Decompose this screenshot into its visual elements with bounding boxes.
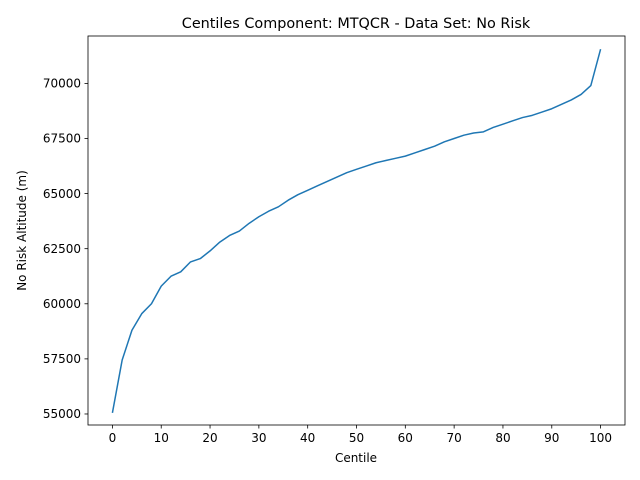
x-tick-label: 10	[154, 431, 169, 445]
x-tick-label: 50	[349, 431, 364, 445]
series-layer	[111, 49, 602, 414]
series-line	[111, 49, 602, 414]
x-tick-label: 30	[251, 431, 266, 445]
x-axis: 0 10 20 30 40 50 60 70 80 90 100	[109, 425, 612, 445]
x-tick-label: 40	[300, 431, 315, 445]
y-tick-label: 57500	[43, 352, 81, 366]
y-tick-label: 60000	[43, 297, 81, 311]
chart-title: Centiles Component: MTQCR - Data Set: No…	[182, 16, 531, 32]
y-axis-label: No Risk Altitude (m)	[15, 170, 29, 291]
x-tick-label: 70	[446, 431, 461, 445]
x-tick-label: 80	[495, 431, 510, 445]
plot-area	[87, 35, 626, 426]
y-tick-label: 55000	[43, 407, 81, 421]
y-tick-label: 65000	[43, 187, 81, 201]
y-axis: 55000 57500 60000 62500 65000 67500 70000	[43, 77, 88, 421]
y-tick-label: 62500	[43, 242, 81, 256]
x-tick-label: 90	[544, 431, 559, 445]
x-tick-label: 60	[398, 431, 413, 445]
x-tick-label: 20	[202, 431, 217, 445]
x-axis-label: Centile	[335, 451, 377, 465]
x-tick-label: 0	[109, 431, 117, 445]
y-tick-label: 67500	[43, 132, 81, 146]
y-tick-label: 70000	[43, 77, 81, 91]
x-tick-label: 100	[589, 431, 612, 445]
